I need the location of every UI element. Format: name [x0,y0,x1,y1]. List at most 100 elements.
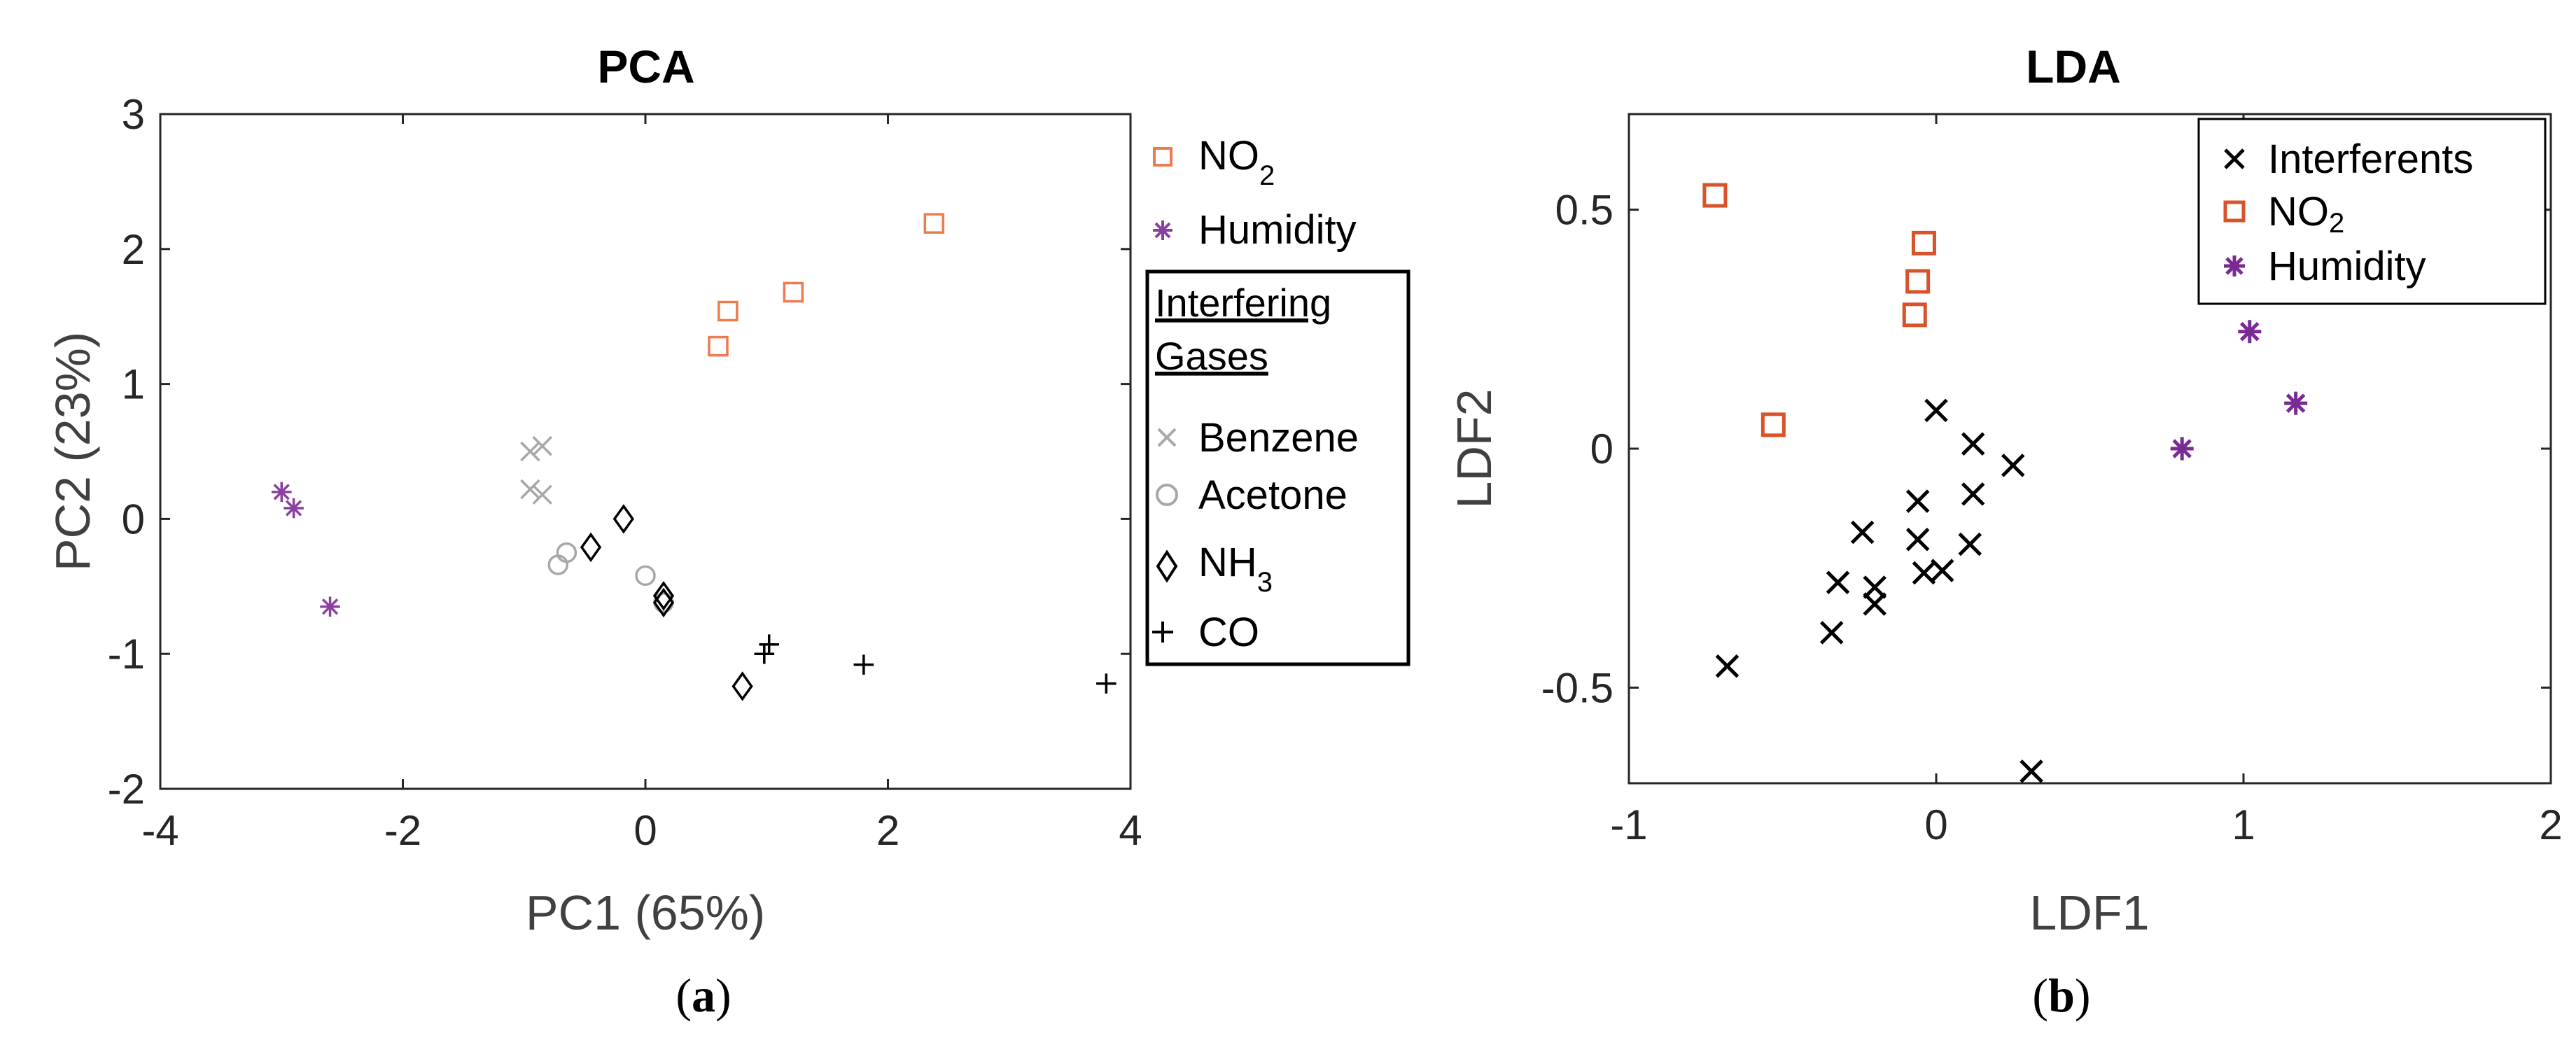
y-tick-label: 0.5 [1555,187,1614,234]
lda-legend-no2-subscript: 2 [2329,208,2344,239]
x-tick-label: -1 [1610,801,1647,848]
y-tick-label: -2 [108,766,145,813]
lda-legend-interferents-label: Interferents [2268,136,2473,182]
pca-legend-acetone-label: Acetone [1198,472,1348,518]
pca-point-co [754,643,775,664]
y-tick-label: 0 [1590,426,1614,472]
pca-point-nh3 [580,532,602,563]
lda-point-no2 [1902,302,1927,328]
pca-points [271,213,1116,701]
pca-x-ticks: -4 -2 0 2 4 [141,114,1142,854]
pca-point-humidity [271,482,292,503]
pca-title: PCA [597,41,694,92]
pca-point-benzene [532,436,552,456]
lda-point-interferents [1850,520,1875,545]
lda-point-interferents [1931,559,1954,582]
pca-legend-entry-acetone: Acetone [1156,472,1348,518]
pca-point-nh3 [732,671,753,701]
lda-point-interferents [1826,570,1850,594]
asterisk-marker-icon [1153,220,1172,240]
y-tick-label: 2 [122,226,145,273]
lda-legend: Interferents NO2 Humidity [2197,118,2547,305]
lda-legend-humidity-label: Humidity [2268,244,2426,289]
pca-legend-benzene-label: Benzene [1198,415,1359,461]
diamond-marker-icon [1156,549,1178,583]
lda-legend-box [2197,118,2547,305]
lda-title: LDA [2026,41,2121,92]
lda-point-no2 [1905,269,1931,294]
lda-points [1702,183,2308,783]
pca-point-humidity [284,498,304,519]
pca-legend-no2-subscript: 2 [1259,160,1275,191]
pca-plot-area [159,113,1132,790]
pca-legend-nh3-label: NH [1198,540,1257,585]
panel-label-b: (b) [2032,969,2090,1022]
y-tick-label: 3 [122,91,145,138]
lda-legend-entry-interferents: Interferents [2224,136,2473,182]
lda-point-no2 [1911,230,1936,255]
pca-legend-no2-label: NO [1198,133,1259,178]
x-tick-label: 4 [1119,807,1142,854]
pca-point-nh3 [652,581,675,611]
pca-point-no2 [708,335,729,357]
pca-point-nh3 [612,504,634,534]
panel-label-a: (a) [676,969,731,1022]
x-tick-label: -2 [384,807,421,854]
x-tick-label: 0 [1924,801,1947,848]
x-tick-label: 2 [2539,801,2562,848]
asterisk-marker-icon [2224,255,2245,276]
pca-y-ticks: -2 -1 0 1 2 3 [108,91,1130,813]
pca-point-no2 [923,213,945,234]
y-tick-label: 0 [122,496,145,542]
lda-point-no2 [1760,412,1786,437]
lda-point-no2 [1702,183,1728,208]
y-tick-label: 1 [122,361,145,408]
lda-y-ticks: -0.5 0 0.5 [1541,187,2551,711]
lda-point-interferents [1819,621,1844,645]
pca-point-acetone [547,554,569,575]
pca-legend-group-box [1145,269,1410,666]
lda-point-humidity [2238,320,2262,344]
svg-text:NH3: NH3 [1198,540,1273,598]
pca-legend-entry-humidity: Humidity [1153,207,1357,253]
pca-point-benzene [532,484,552,505]
lda-y-axis-label: LDF2 [1447,388,1502,508]
lda-point-interferents [1905,489,1930,513]
pca-point-benzene [520,479,540,500]
pca-legend-nh3-subscript: 3 [1257,567,1273,598]
pca-point-benzene [520,441,540,462]
x-marker-icon [1157,428,1177,447]
lda-legend-entry-no2: NO2 [2223,189,2344,239]
lda-point-interferents [2019,759,2043,783]
svg-text:NO2: NO2 [2268,189,2344,239]
pca-point-co [759,634,780,655]
lda-point-interferents [1863,575,1886,599]
lda-point-interferents [1924,398,1948,423]
lda-point-interferents [1961,432,1985,456]
lda-x-ticks: -1 0 1 2 [1610,114,2563,848]
pca-y-axis-label: PC2 (23%) [46,332,100,571]
lda-point-interferents [2001,454,2025,477]
pca-legend-co-label: CO [1198,610,1259,655]
lda-point-interferents [1961,482,1985,506]
pca-point-nh3 [652,587,675,618]
square-marker-icon [2223,200,2246,223]
pca-legend-entry-co: CO [1152,610,1259,655]
lda-point-humidity [2284,391,2308,415]
lda-point-humidity [2170,437,2194,461]
circle-marker-icon [1156,484,1178,506]
pca-point-co [1096,673,1116,694]
pca-legend-entry-no2: NO2 [1153,133,1275,191]
lda-point-interferents [1958,532,1982,556]
lda-point-interferents [1715,654,1740,678]
y-tick-label: -1 [108,631,145,678]
plus-marker-icon [1152,622,1173,643]
lda-x-axis-label: LDF1 [2029,885,2149,940]
x-tick-label: 2 [876,807,899,854]
x-tick-label: 0 [634,807,657,854]
pca-point-co [853,654,874,675]
x-tick-label: -4 [141,807,178,854]
lda-legend-entry-humidity: Humidity [2224,244,2426,289]
